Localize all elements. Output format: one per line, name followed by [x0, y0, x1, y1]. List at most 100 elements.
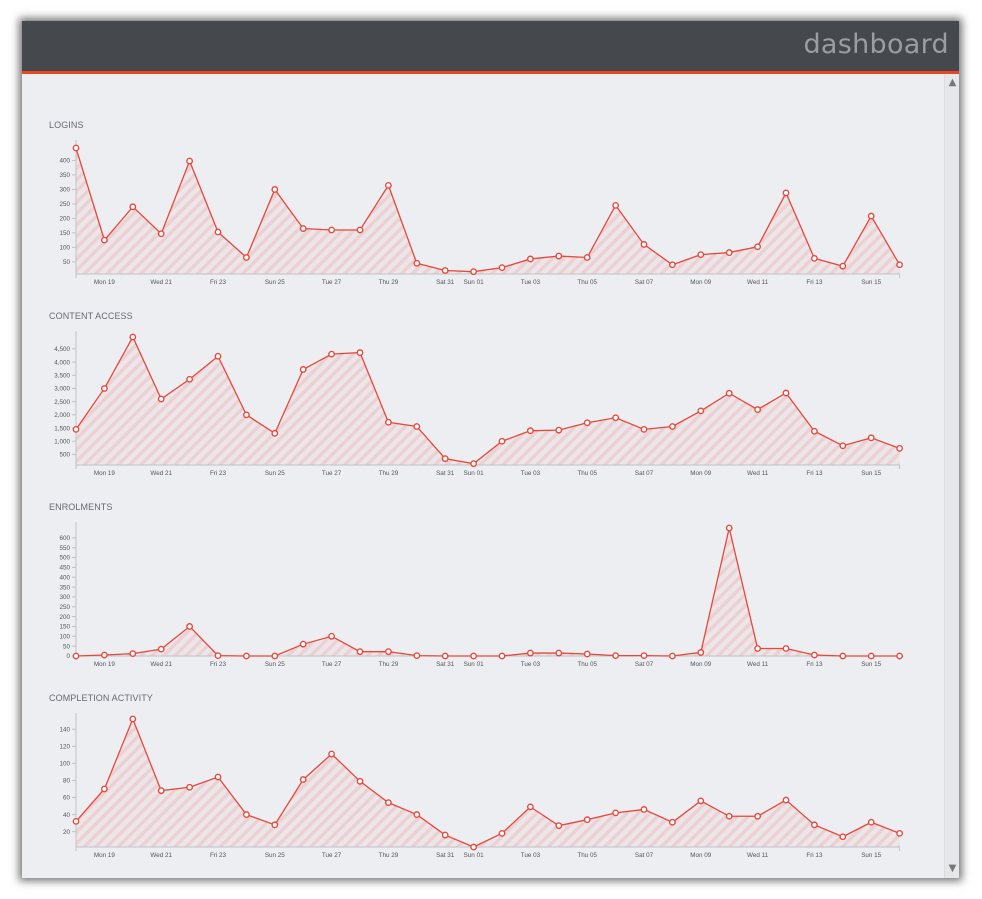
data-point: [583, 650, 591, 658]
data-point: [186, 623, 194, 630]
x-tick-label: Fri 13: [806, 470, 823, 477]
x-tick-label: Tue 03: [521, 470, 541, 477]
x-tick-label: Tue 27: [322, 661, 342, 668]
data-point: [725, 524, 733, 532]
data-point: [782, 796, 790, 804]
data-point: [328, 226, 335, 234]
chart-title-completion-activity: COMPLETION ACTIVITY: [49, 693, 153, 703]
x-tick-label: Thu 29: [379, 470, 399, 477]
series-area: [76, 148, 900, 274]
y-tick-label: 400: [59, 574, 70, 581]
x-tick-label: Tue 03: [521, 279, 541, 286]
x-tick-label: Mon 19: [94, 661, 116, 668]
data-point: [555, 252, 563, 260]
data-point: [413, 652, 421, 660]
scroll-up-arrow-icon[interactable]: ▲: [948, 77, 957, 88]
y-tick-label: 3,000: [54, 386, 70, 393]
data-point: [811, 651, 818, 659]
data-point: [470, 460, 477, 468]
data-point: [157, 395, 165, 403]
chart-title-content-access: CONTENT ACCESS: [49, 311, 133, 321]
data-point: [299, 640, 307, 648]
data-point: [640, 425, 648, 433]
data-point: [896, 444, 903, 452]
x-tick-label: Wed 11: [747, 661, 769, 668]
data-point: [214, 352, 222, 360]
data-point: [498, 652, 506, 660]
x-tick-label: Sat 07: [635, 279, 654, 286]
x-tick-label: Sun 25: [265, 470, 285, 477]
x-tick-label: Sat 31: [436, 852, 455, 859]
data-point: [214, 773, 222, 781]
y-tick-label: 150: [59, 624, 70, 631]
x-tick-label: Mon 19: [94, 279, 116, 286]
data-point: [896, 652, 903, 660]
data-point: [384, 181, 392, 189]
x-tick-label: Fri 13: [806, 279, 823, 286]
data-point: [555, 822, 563, 830]
y-tick-label: 400: [59, 158, 70, 165]
data-point: [157, 787, 165, 795]
dashboard-content[interactable]: LOGINS 50 100 150 200 250 300 350 400 Mon 19 Wed …: [22, 74, 944, 878]
x-tick-label: Fri 23: [210, 279, 227, 286]
y-tick-label: 60: [63, 795, 71, 802]
data-point: [754, 812, 761, 820]
data-point: [299, 776, 307, 783]
y-tick-label: 600: [59, 535, 70, 542]
data-point: [157, 230, 165, 238]
data-point: [811, 821, 818, 829]
y-tick-label: 300: [59, 594, 70, 601]
data-point: [271, 652, 279, 660]
data-point: [72, 818, 80, 825]
y-tick-label: 100: [59, 634, 70, 641]
enrolments-chart: 0 50 100 150 200 250 300 350 400 450 500 550 600 Mon …: [59, 522, 903, 668]
data-point: [526, 255, 534, 263]
x-tick-label: Fri 13: [806, 661, 823, 668]
data-point: [498, 829, 506, 837]
data-point: [242, 411, 250, 419]
x-tick-label: Sat 31: [436, 661, 455, 668]
data-point: [669, 652, 676, 660]
y-tick-label: 120: [59, 744, 70, 751]
x-tick-label: Sun 01: [464, 661, 484, 668]
data-point: [441, 831, 449, 839]
series-area: [76, 337, 900, 465]
x-tick-label: Sun 15: [861, 470, 881, 477]
data-point: [896, 829, 903, 837]
data-point: [129, 715, 137, 723]
data-point: [186, 375, 194, 383]
data-point: [725, 389, 733, 397]
data-point: [697, 407, 705, 415]
data-point: [640, 652, 648, 660]
data-point: [271, 429, 279, 437]
data-point: [470, 652, 477, 660]
data-point: [271, 186, 279, 193]
data-point: [72, 652, 80, 660]
vertical-scrollbar[interactable]: ▲ ▼: [944, 74, 959, 878]
data-point: [186, 783, 194, 791]
data-point: [612, 201, 619, 209]
y-tick-label: 250: [59, 201, 70, 208]
y-tick-label: 450: [59, 565, 70, 572]
data-point: [811, 427, 818, 435]
x-tick-label: Tue 03: [521, 852, 541, 859]
y-tick-label: 20: [63, 829, 71, 836]
series-line: [75, 335, 900, 465]
data-point: [526, 649, 534, 657]
data-point: [754, 645, 761, 652]
x-tick-label: Sun 01: [464, 470, 484, 477]
chart-title-logins: LOGINS: [49, 120, 84, 130]
scroll-down-arrow-icon[interactable]: ▼: [948, 863, 957, 874]
series-line: [75, 147, 901, 273]
data-point: [129, 333, 137, 341]
data-point: [697, 649, 705, 656]
x-tick-label: Fri 23: [210, 661, 227, 668]
y-tick-label: 2,500: [54, 399, 70, 406]
x-tick-label: Sat 31: [436, 279, 455, 286]
y-tick-label: 200: [59, 614, 70, 621]
page-title: dashboard: [803, 29, 949, 60]
data-point: [242, 811, 250, 818]
x-tick-label: Tue 03: [521, 661, 541, 668]
data-point: [101, 385, 108, 392]
chart-title-enrolments: ENROLMENTS: [49, 502, 113, 512]
